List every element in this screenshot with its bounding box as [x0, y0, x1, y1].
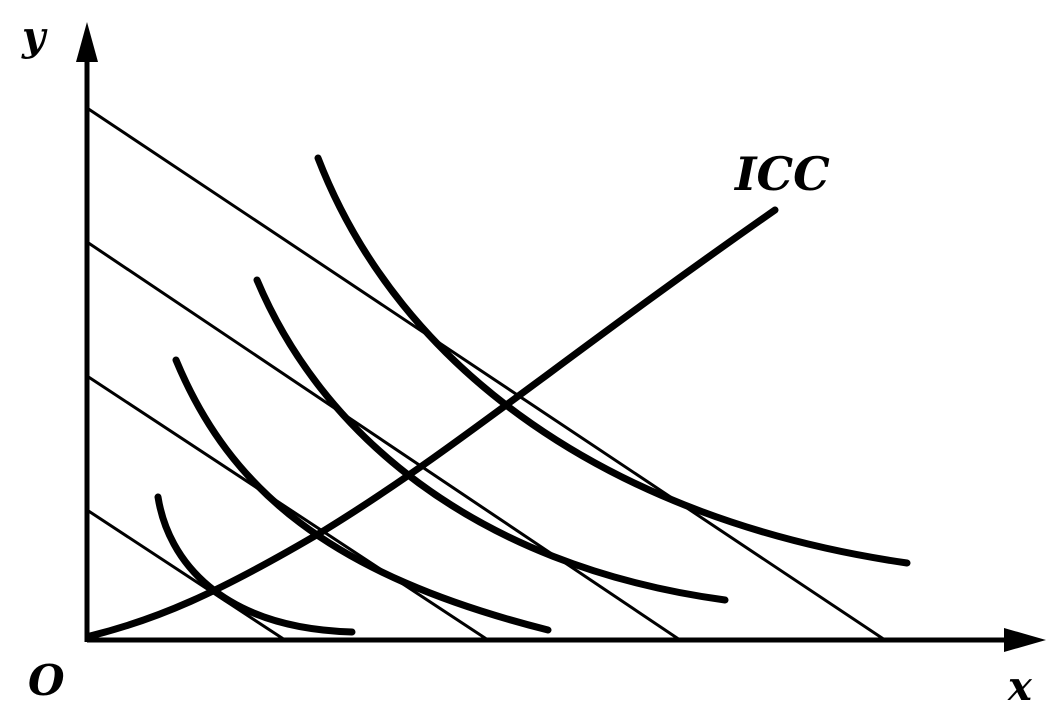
- indifference-curve-4: [314, 154, 911, 567]
- x-axis-label: x: [1007, 663, 1033, 705]
- indifference-curve-2: [172, 356, 552, 634]
- indifference-curve-1: [154, 493, 356, 636]
- budget-line-1: [86, 508, 286, 642]
- budget-line-4: [86, 106, 886, 642]
- budget-line-3: [86, 240, 681, 642]
- x-axis-arrow-icon: [1004, 628, 1046, 652]
- budget-lines: [86, 106, 886, 642]
- budget-line-2: [86, 374, 489, 642]
- icc-label: ICC: [733, 147, 830, 201]
- origin-label: O: [28, 656, 65, 705]
- indifference-curve-3: [253, 276, 729, 604]
- indifference-curves: [154, 154, 911, 636]
- y-axis-label: y: [21, 13, 48, 60]
- y-axis-arrow-icon: [76, 22, 98, 62]
- axes: [84, 58, 1010, 643]
- income-consumption-curve: [86, 206, 779, 640]
